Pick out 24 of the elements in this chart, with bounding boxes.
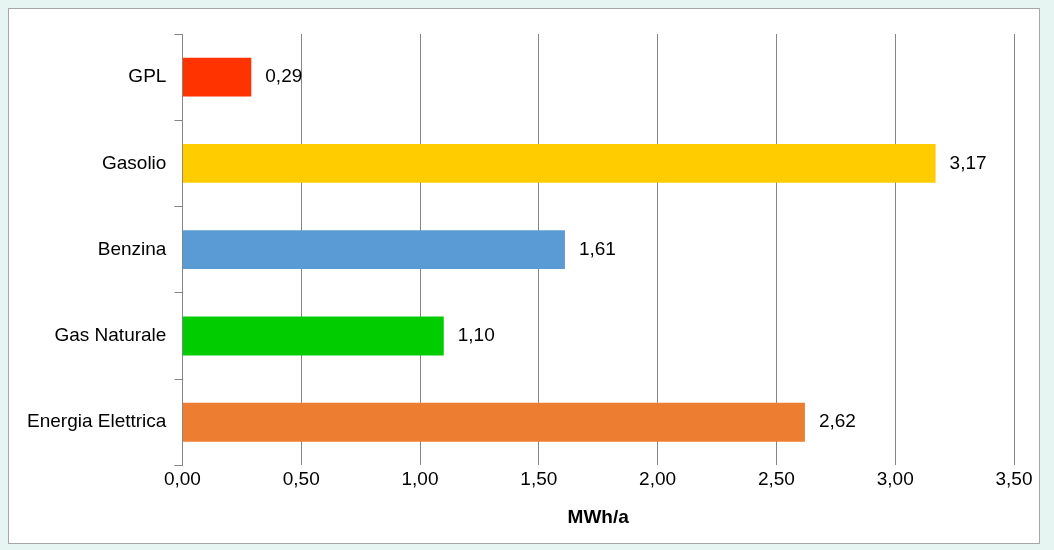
bar: [182, 57, 252, 97]
y-tick-label: Gas Naturale: [54, 324, 167, 346]
data-label: 2,62: [818, 410, 856, 432]
data-label: 3,17: [949, 151, 987, 173]
bar: [182, 316, 444, 356]
y-tick-label: Benzina: [97, 237, 167, 259]
data-label: 1,10: [457, 324, 495, 346]
x-tick-label: 1,00: [401, 468, 439, 490]
x-tick-label: 2,50: [757, 468, 795, 490]
y-tick-label: Energia Elettrica: [27, 410, 167, 432]
y-tick-label: Gasolio: [101, 151, 167, 173]
x-tick-label: 3,50: [995, 468, 1033, 490]
x-tick-label: 0,00: [163, 468, 201, 490]
x-tick-label: 2,00: [639, 468, 677, 490]
data-label: 0,29: [265, 65, 303, 87]
x-tick-label: 3,00: [876, 468, 914, 490]
data-label: 1,61: [578, 237, 616, 259]
bar: [182, 144, 936, 183]
x-axis-title: MWh/a: [567, 505, 630, 527]
x-tick-label: 0,50: [282, 468, 320, 490]
y-tick-label: GPL: [128, 65, 167, 87]
x-tick-label: 1,50: [520, 468, 558, 490]
bar: [182, 230, 565, 270]
bar: [182, 402, 805, 442]
